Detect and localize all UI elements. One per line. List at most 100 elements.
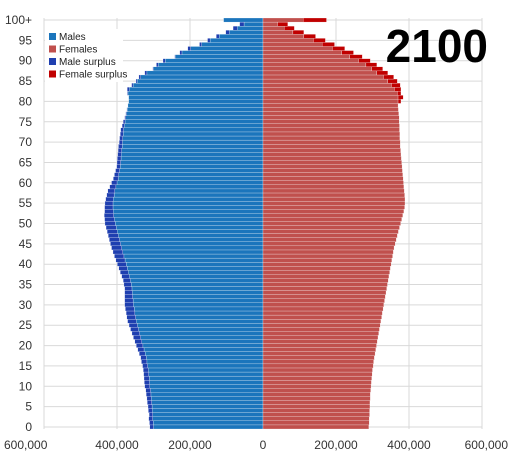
male-surplus-bar: [149, 420, 154, 426]
male-surplus-bar: [124, 294, 133, 299]
male-bar: [237, 26, 264, 31]
male-bar: [124, 257, 264, 263]
male-bar: [140, 335, 264, 340]
male-surplus-bar: [104, 213, 114, 218]
female-bar: [262, 152, 402, 157]
year-label: 2100: [386, 20, 488, 72]
male-bar: [132, 298, 264, 303]
female-bar: [262, 66, 372, 72]
female-bar: [262, 91, 398, 96]
male-surplus-bar: [146, 392, 152, 397]
female-bar: [262, 103, 399, 108]
female-bar: [262, 416, 370, 421]
male-bar: [114, 188, 264, 194]
male-bar: [137, 323, 264, 328]
male-surplus-bar: [144, 380, 150, 385]
male-bar: [165, 58, 264, 63]
y-tick-label: 30: [19, 298, 33, 312]
male-surplus-bar: [119, 135, 123, 141]
male-surplus-bar: [104, 209, 114, 214]
legend-swatch: [49, 45, 56, 53]
male-surplus-bar: [116, 160, 121, 165]
female-bar: [262, 278, 389, 283]
female-bar: [262, 95, 399, 100]
female-bar: [262, 229, 399, 234]
male-surplus-bar: [145, 388, 151, 393]
male-bar: [143, 347, 264, 352]
male-bar: [133, 302, 264, 308]
y-tick-label: 35: [19, 278, 33, 292]
female-bar: [262, 380, 372, 385]
male-surplus-bar: [117, 152, 122, 157]
male-bar: [130, 278, 264, 283]
female-bar: [262, 46, 333, 51]
male-bar: [112, 205, 264, 210]
male-surplus-bar: [147, 400, 152, 405]
male-surplus-bar: [136, 343, 144, 348]
male-bar: [122, 139, 264, 145]
female-surplus-bar: [341, 50, 354, 55]
female-bar: [262, 262, 392, 267]
female-bar: [262, 404, 371, 409]
male-surplus-bar: [239, 21, 245, 27]
female-bar: [262, 119, 400, 124]
female-bar: [262, 286, 387, 291]
male-bar: [127, 103, 264, 108]
y-tick-label: 95: [19, 33, 33, 47]
male-surplus-bar: [143, 367, 149, 373]
male-bar: [121, 148, 264, 153]
female-bar: [262, 205, 405, 210]
female-bar: [262, 221, 401, 226]
female-surplus-bar: [358, 58, 371, 63]
male-bar: [219, 34, 264, 39]
male-bar: [134, 306, 264, 312]
female-bar: [262, 200, 406, 206]
male-surplus-bar: [117, 148, 122, 153]
y-tick-label: 40: [19, 257, 33, 271]
male-surplus-bar: [140, 355, 147, 360]
male-surplus-bar: [142, 363, 148, 369]
male-bar: [113, 209, 264, 214]
female-bar: [262, 319, 382, 324]
male-surplus-bar: [113, 176, 119, 181]
male-surplus-bar: [143, 375, 150, 381]
male-bar: [119, 237, 264, 242]
male-surplus-bar: [124, 286, 133, 291]
male-bar: [153, 424, 264, 430]
male-surplus-bar: [149, 424, 154, 430]
male-bar: [148, 367, 264, 373]
female-surplus-bar: [391, 82, 401, 88]
female-bar: [262, 172, 403, 177]
male-surplus-bar: [125, 111, 127, 116]
female-surplus-bar: [303, 17, 327, 23]
female-bar: [262, 290, 387, 295]
male-surplus-bar: [105, 196, 114, 202]
male-bar: [124, 119, 264, 124]
male-surplus-bar: [126, 310, 136, 316]
x-tick-label: 400,000: [387, 438, 431, 452]
male-bar: [118, 233, 264, 238]
male-surplus-bar: [107, 188, 115, 194]
legend-swatch: [49, 33, 56, 40]
male-bar: [136, 78, 264, 84]
male-bar: [149, 380, 264, 385]
y-tick-label: 45: [19, 237, 33, 251]
legend-label: Female surplus: [59, 70, 127, 81]
male-bar: [146, 359, 264, 365]
male-surplus-bar: [156, 62, 159, 67]
female-bar: [262, 355, 375, 360]
male-surplus-bar: [121, 123, 125, 128]
male-surplus-bar: [118, 144, 123, 149]
female-bar: [262, 270, 390, 275]
male-bar: [127, 91, 264, 96]
female-bar: [262, 363, 374, 369]
female-bar: [262, 58, 359, 63]
male-bar: [138, 327, 264, 332]
male-surplus-bar: [131, 331, 140, 336]
female-bar: [262, 420, 370, 426]
male-bar: [141, 339, 264, 344]
female-bar: [262, 54, 350, 59]
male-bar: [139, 331, 264, 336]
male-bar: [201, 42, 264, 47]
male-bar: [132, 294, 264, 299]
